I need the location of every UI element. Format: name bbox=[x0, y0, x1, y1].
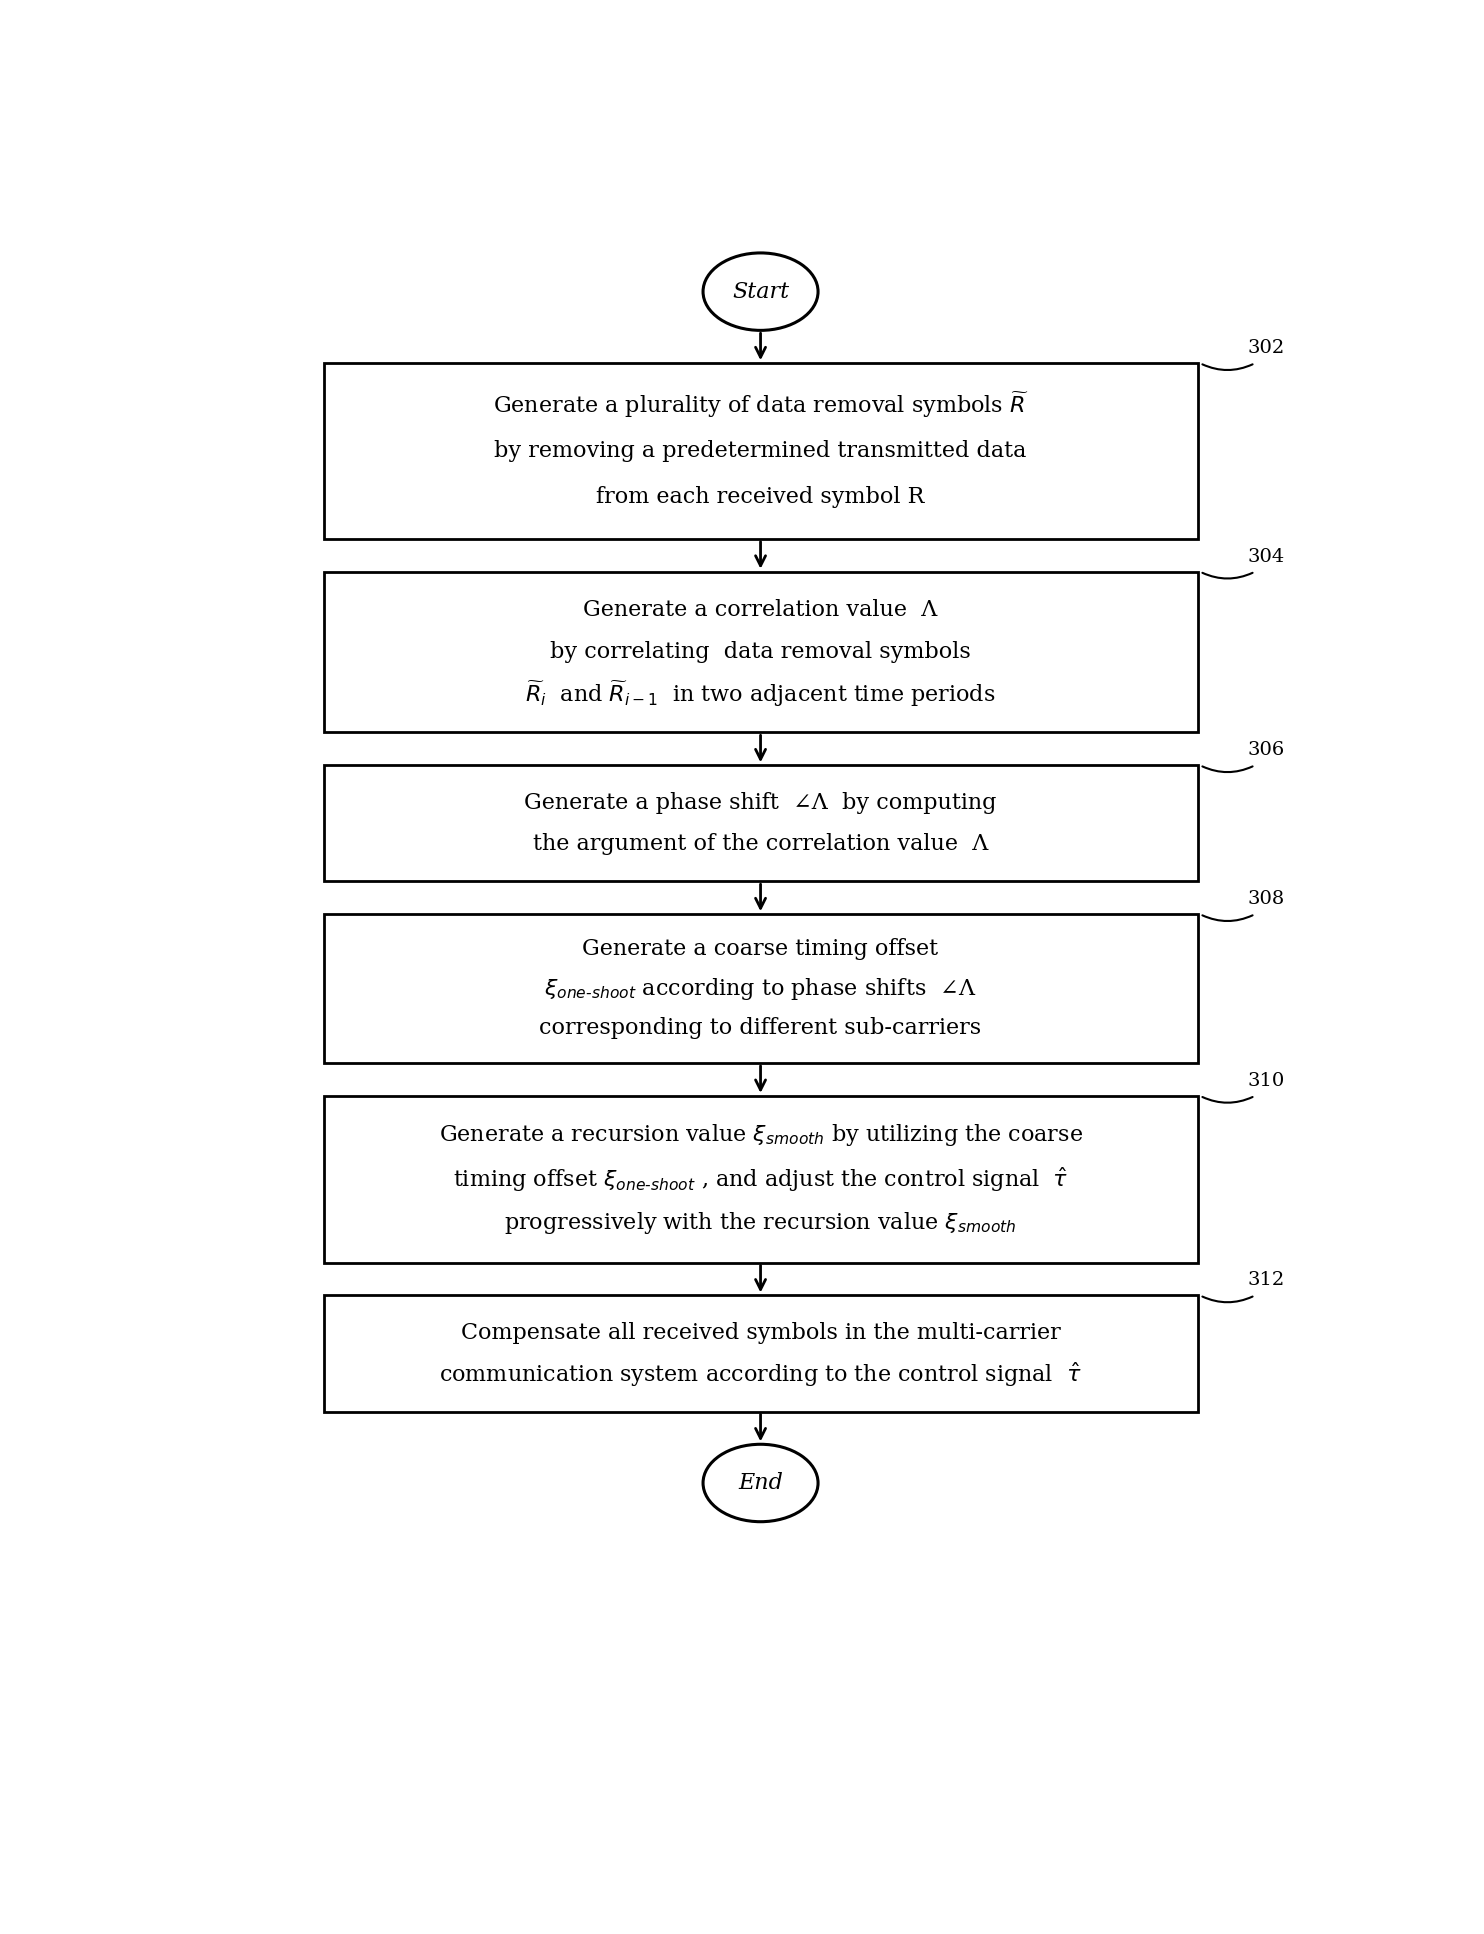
Text: 304: 304 bbox=[1247, 547, 1284, 567]
Bar bbox=[324, 572, 1198, 733]
Text: the argument of the correlation value  Λ: the argument of the correlation value Λ bbox=[533, 834, 988, 855]
Text: from each received symbol R: from each received symbol R bbox=[597, 485, 925, 509]
Text: 306: 306 bbox=[1247, 741, 1284, 760]
Text: Generate a phase shift  ∠Λ  by computing: Generate a phase shift ∠Λ by computing bbox=[524, 791, 997, 814]
Text: $\widetilde{R}_{i}$  and $\widetilde{R}_{i-1}$  in two adjacent time periods: $\widetilde{R}_{i}$ and $\widetilde{R}_{… bbox=[525, 679, 996, 710]
Bar bbox=[324, 1296, 1198, 1412]
Text: 312: 312 bbox=[1247, 1271, 1284, 1290]
Bar bbox=[324, 915, 1198, 1064]
Bar bbox=[324, 766, 1198, 882]
Text: 310: 310 bbox=[1247, 1071, 1284, 1091]
Bar bbox=[324, 1097, 1198, 1263]
Bar bbox=[324, 364, 1198, 540]
Text: $\xi_{one\text{-}shoot}$ according to phase shifts  ∠Λ: $\xi_{one\text{-}shoot}$ according to ph… bbox=[545, 975, 976, 1002]
Text: Generate a coarse timing offset: Generate a coarse timing offset bbox=[583, 938, 938, 961]
Text: Generate a correlation value  Λ: Generate a correlation value Λ bbox=[583, 600, 938, 621]
Text: Generate a recursion value $\xi_{smooth}$ by utilizing the coarse: Generate a recursion value $\xi_{smooth}… bbox=[439, 1122, 1082, 1149]
Text: by correlating  data removal symbols: by correlating data removal symbols bbox=[551, 640, 971, 663]
Text: Generate a plurality of data removal symbols $\widetilde{R}$: Generate a plurality of data removal sym… bbox=[493, 391, 1028, 420]
Text: 302: 302 bbox=[1247, 338, 1284, 358]
Text: communication system according to the control signal  $\hat{\tau}$: communication system according to the co… bbox=[439, 1360, 1082, 1389]
Text: Start: Start bbox=[732, 280, 789, 302]
Text: corresponding to different sub-carriers: corresponding to different sub-carriers bbox=[540, 1017, 981, 1039]
Text: End: End bbox=[738, 1472, 784, 1493]
Text: by removing a predetermined transmitted data: by removing a predetermined transmitted … bbox=[494, 441, 1027, 462]
Text: progressively with the recursion value $\xi_{smooth}$: progressively with the recursion value $… bbox=[505, 1211, 1017, 1236]
Text: timing offset $\xi_{one\text{-}shoot}$ , and adjust the control signal  $\hat{\t: timing offset $\xi_{one\text{-}shoot}$ ,… bbox=[453, 1164, 1068, 1193]
Text: 308: 308 bbox=[1247, 890, 1284, 909]
Text: Compensate all received symbols in the multi-carrier: Compensate all received symbols in the m… bbox=[460, 1321, 1061, 1344]
